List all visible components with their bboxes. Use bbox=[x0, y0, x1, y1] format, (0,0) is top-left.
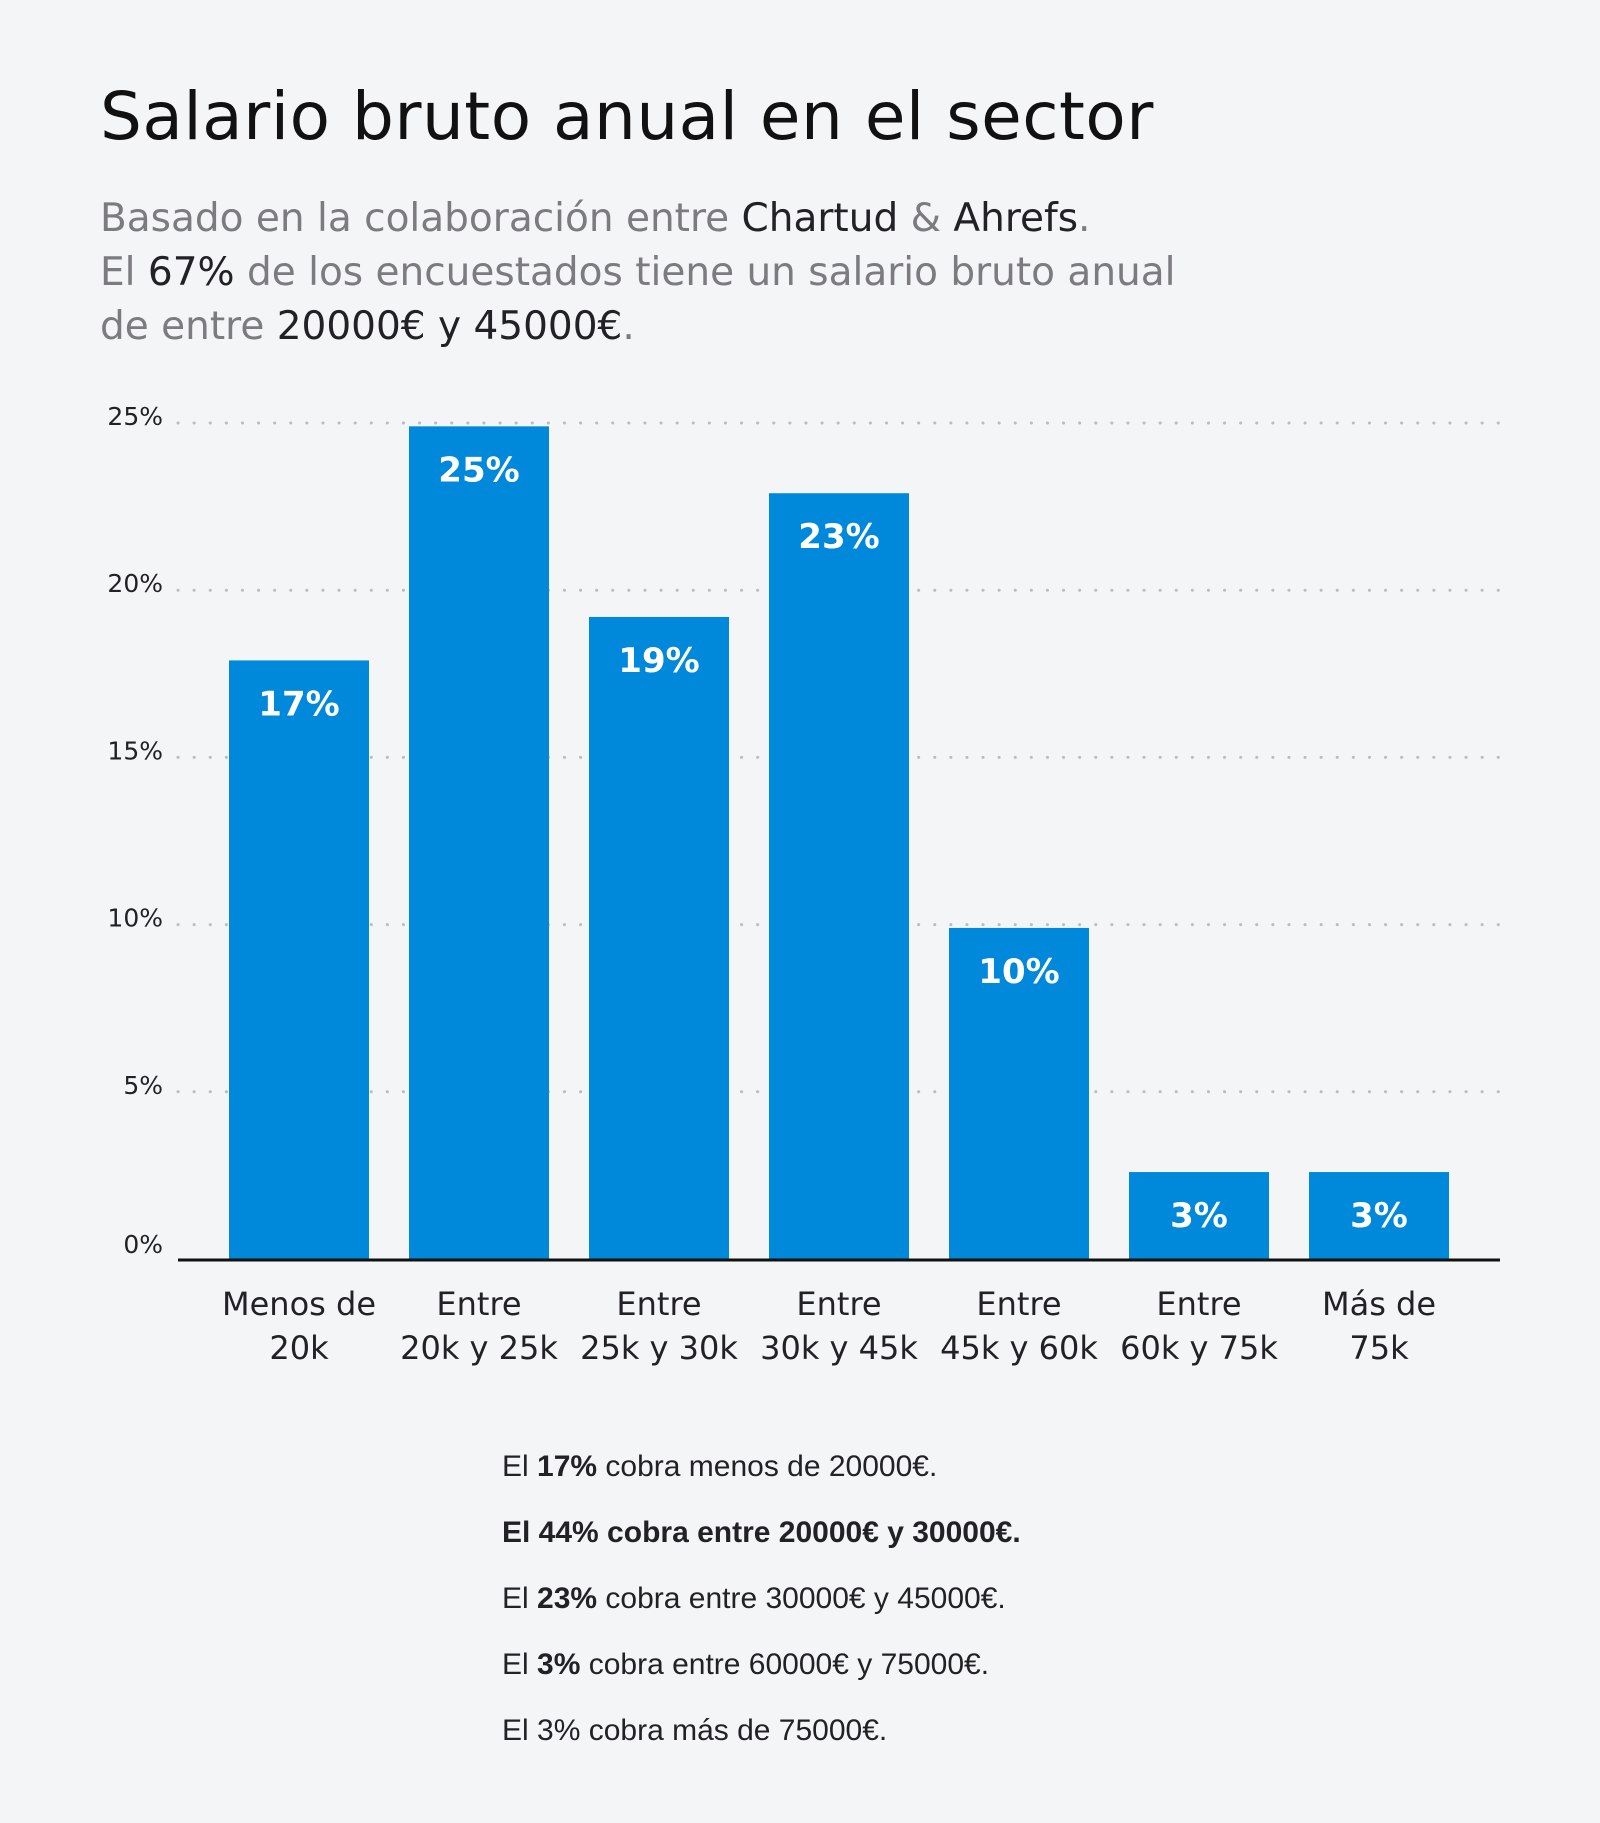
bar bbox=[229, 660, 369, 1259]
y-tick-label: 5% bbox=[123, 1071, 163, 1100]
y-tick-label: 25% bbox=[107, 402, 163, 431]
note-text: cobra entre 60000€ y 75000€. bbox=[580, 1648, 990, 1681]
note-item: El 23% cobra entre 30000€ y 45000€. bbox=[502, 1572, 1021, 1638]
note-text: El 3% cobra más de 75000€. bbox=[502, 1714, 888, 1747]
x-category-label: Más de bbox=[1322, 1285, 1436, 1323]
chart-subtitle: Basado en la colaboración entre Chartud … bbox=[100, 192, 1176, 354]
note-text: cobra menos de 20000€. bbox=[597, 1450, 938, 1483]
subtitle-text: de los encuestados tiene un salario brut… bbox=[234, 250, 1176, 295]
subtitle-text: de entre bbox=[100, 304, 277, 349]
x-category-label: 75k bbox=[1349, 1329, 1409, 1367]
x-category-label: Menos de bbox=[222, 1285, 376, 1323]
x-category-label: Entre bbox=[436, 1285, 521, 1323]
x-category-label: Entre bbox=[616, 1285, 701, 1323]
bar bbox=[589, 616, 729, 1259]
note-item: El 44% cobra entre 20000€ y 30000€. bbox=[502, 1506, 1021, 1572]
bar bbox=[1129, 1172, 1269, 1259]
y-tick-label: 15% bbox=[107, 736, 163, 765]
x-category-label: Entre bbox=[796, 1285, 881, 1323]
subtitle-text: & bbox=[898, 196, 954, 241]
bar-value-label: 25% bbox=[438, 450, 519, 490]
x-category-label: 30k y 45k bbox=[760, 1329, 918, 1367]
subtitle-text: Basado en la colaboración entre bbox=[100, 196, 742, 241]
bar-value-label: 3% bbox=[1170, 1196, 1228, 1236]
note-text: El bbox=[502, 1582, 538, 1615]
note-text: cobra entre 30000€ y 45000€. bbox=[597, 1582, 1006, 1615]
notes-list: El 17% cobra menos de 20000€. El 44% cob… bbox=[502, 1440, 1021, 1770]
note-highlight: 3% bbox=[537, 1648, 581, 1681]
x-category-label: Entre bbox=[1156, 1285, 1241, 1323]
x-category-label: 25k y 30k bbox=[580, 1329, 738, 1367]
x-category-label: 60k y 75k bbox=[1120, 1329, 1278, 1367]
note-highlight: 17% bbox=[537, 1450, 598, 1483]
subtitle-text: . bbox=[622, 304, 635, 349]
subtitle-highlight: 20000€ y 45000€ bbox=[276, 304, 623, 349]
x-category-label: 45k y 60k bbox=[940, 1329, 1098, 1367]
y-tick-label: 10% bbox=[107, 904, 163, 933]
note-item: El 3% cobra entre 60000€ y 75000€. bbox=[502, 1638, 1021, 1704]
subtitle-highlight: 67% bbox=[147, 250, 235, 295]
bar bbox=[769, 493, 909, 1259]
salary-bar-chart: 0% 5% 10% 15% 20% 25% 17% Menos de 20k 25% Entre 20… bbox=[107, 402, 1504, 1367]
bar bbox=[409, 426, 549, 1259]
y-tick-label: 0% bbox=[123, 1230, 163, 1259]
note-highlight: 23% bbox=[537, 1582, 598, 1615]
x-category-label: Entre bbox=[976, 1285, 1061, 1323]
note-text: El bbox=[502, 1450, 538, 1483]
subtitle-highlight: Ahrefs bbox=[953, 196, 1079, 241]
chart-title: Salario bruto anual en el sector bbox=[100, 78, 1154, 155]
bar-value-label: 19% bbox=[618, 641, 699, 681]
bar bbox=[1309, 1172, 1449, 1259]
bar-value-label: 10% bbox=[978, 952, 1059, 992]
note-item: El 3% cobra más de 75000€. bbox=[502, 1704, 1021, 1770]
x-category-label: 20k y 25k bbox=[400, 1329, 558, 1367]
x-category-label: 20k bbox=[269, 1329, 329, 1367]
note-text: El bbox=[502, 1648, 538, 1681]
note-item: El 17% cobra menos de 20000€. bbox=[502, 1440, 1021, 1506]
bar-value-label: 3% bbox=[1350, 1196, 1408, 1236]
y-tick-label: 20% bbox=[107, 569, 163, 598]
note-text: El 44% cobra entre 20000€ y 30000€. bbox=[502, 1516, 1021, 1549]
bar bbox=[949, 927, 1089, 1259]
subtitle-text: . bbox=[1078, 196, 1091, 241]
subtitle-text: El bbox=[100, 250, 148, 295]
bar-value-label: 17% bbox=[258, 684, 339, 724]
bar-value-label: 23% bbox=[798, 517, 879, 557]
subtitle-highlight: Chartud bbox=[741, 196, 899, 241]
